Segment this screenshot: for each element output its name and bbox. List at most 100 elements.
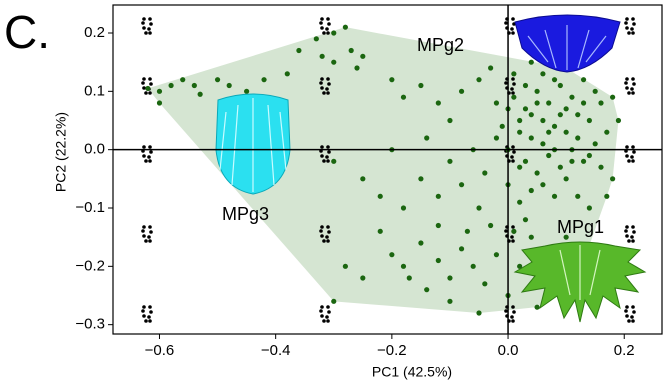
point: [197, 91, 203, 97]
landmark-dot: [631, 91, 635, 95]
landmark-dot: [627, 239, 631, 243]
landmark-dot: [625, 225, 629, 229]
point: [598, 164, 604, 170]
landmark-dot: [319, 21, 323, 25]
point: [528, 187, 534, 194]
landmark-dot: [631, 239, 635, 243]
point: [447, 275, 453, 281]
point: [580, 158, 587, 164]
point: [522, 217, 529, 223]
landmark-dot: [142, 305, 146, 309]
point: [168, 82, 174, 89]
point: [522, 158, 529, 164]
point: [493, 135, 500, 141]
landmark-dot: [511, 239, 515, 243]
landmark-dot: [625, 145, 629, 149]
landmark-dot: [632, 82, 636, 86]
point: [540, 117, 546, 124]
landmark-dot: [510, 315, 514, 319]
landmark-dot: [148, 225, 152, 229]
annotation: MPg2: [417, 35, 464, 55]
point: [342, 263, 348, 269]
landmark-dot: [319, 229, 323, 233]
landmark-glyphs: [141, 17, 636, 323]
y-axis-label: PC2 (22.2%): [53, 112, 69, 192]
point: [156, 88, 163, 94]
x-axis-label: PC1 (42.5%): [372, 364, 452, 380]
landmark-dot: [142, 17, 146, 21]
landmark-dot: [322, 159, 326, 163]
point: [534, 170, 540, 176]
point: [377, 193, 383, 199]
y-tick-label: 0.2: [84, 24, 105, 41]
landmark-dot: [511, 319, 515, 323]
point: [540, 182, 546, 188]
landmark-dot: [147, 27, 151, 31]
landmark-dot: [144, 319, 148, 323]
point: [557, 82, 563, 89]
point: [400, 263, 407, 269]
landmark-dot: [142, 154, 146, 158]
landmark-dot: [511, 91, 515, 95]
point: [360, 176, 366, 182]
landmark-dot: [631, 305, 635, 309]
landmark-dot: [511, 305, 515, 309]
point: [610, 94, 616, 100]
x-tick-label: −0.4: [261, 342, 291, 359]
point: [563, 176, 569, 182]
landmark-dot: [625, 234, 629, 238]
point: [360, 275, 366, 281]
landmark-dot: [625, 77, 629, 81]
point: [261, 77, 267, 83]
point: [546, 129, 552, 135]
landmark-dot: [624, 309, 628, 313]
landmark-dot: [142, 145, 146, 149]
landmark-dot: [627, 319, 631, 323]
landmark-dot: [149, 230, 153, 234]
point: [191, 82, 197, 89]
point: [389, 252, 395, 258]
point: [488, 222, 494, 229]
landmark-dot: [320, 77, 324, 81]
landmark-dot: [325, 315, 329, 319]
landmark-dot: [627, 159, 631, 163]
landmark-dot: [325, 87, 329, 91]
landmark-dot: [142, 77, 146, 81]
x-tick-label: −0.2: [377, 342, 407, 359]
point: [569, 158, 575, 164]
point: [458, 246, 465, 252]
point: [517, 117, 523, 124]
point: [488, 65, 494, 71]
landmark-dot: [322, 239, 326, 243]
x-tick-label: −0.6: [145, 342, 175, 359]
point: [226, 82, 232, 89]
landmark-dot: [632, 150, 636, 154]
point: [493, 252, 500, 258]
point: [522, 106, 529, 112]
annotation: MPg1: [557, 217, 604, 237]
point: [389, 77, 395, 83]
landmark-dot: [624, 21, 628, 25]
y-tick-label: −0.3: [75, 316, 105, 333]
landmark-dot: [632, 230, 636, 234]
point: [458, 182, 465, 188]
point: [586, 117, 592, 124]
landmark-dot: [149, 310, 153, 314]
y-tick-label: −0.1: [75, 199, 105, 216]
point: [214, 77, 221, 83]
landmark-dot: [511, 225, 515, 229]
x-tick-label: 0.0: [498, 342, 519, 359]
landmark-dot: [512, 310, 516, 314]
plot-frame: [112, 4, 663, 335]
landmark-dot: [148, 305, 152, 309]
point: [418, 240, 424, 246]
point: [424, 287, 430, 293]
landmark-dot: [510, 87, 514, 91]
landmark-dot: [327, 310, 331, 314]
point: [435, 257, 441, 264]
point: [517, 199, 523, 205]
point: [534, 100, 540, 106]
landmark-dot: [326, 91, 330, 95]
landmark-dot: [510, 155, 514, 159]
landmark-dot: [630, 315, 634, 319]
